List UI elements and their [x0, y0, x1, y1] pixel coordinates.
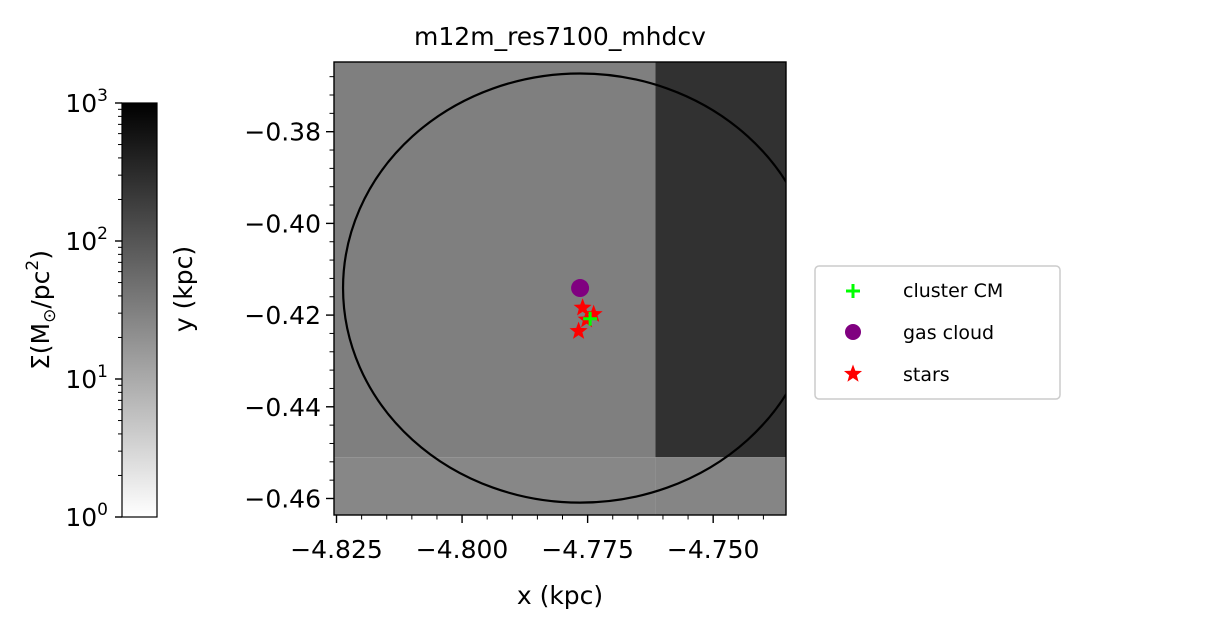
markers — [569, 279, 603, 339]
chart-title: m12m_res7100_mhdcv — [414, 22, 706, 51]
colorbar: 100 101 102 103 Σ(M⊙/pc2) — [23, 86, 158, 532]
gas-cloud-point — [571, 279, 590, 298]
density-cell-2 — [334, 457, 656, 515]
colorbar-tick-label: 102 — [65, 224, 108, 256]
legend-label-gas-cloud: gas cloud — [903, 322, 994, 344]
x-axis-label: x (kpc) — [517, 581, 603, 610]
y-axis-label: y (kpc) — [169, 246, 198, 332]
cluster-cm-point — [583, 311, 598, 326]
colorbar-label: Σ(M⊙/pc2) — [23, 250, 60, 370]
legend-label-stars: stars — [903, 364, 950, 386]
x-tick-label: −4.750 — [667, 535, 760, 564]
plot-frame — [333, 61, 787, 516]
y-tick-label: −0.40 — [244, 209, 321, 238]
y-tick-label: −0.38 — [244, 118, 321, 147]
star-point — [569, 321, 588, 339]
legend-marker-star-icon — [843, 364, 863, 382]
legend: cluster CM gas cloud stars — [814, 265, 1061, 400]
colorbar-tick-label: 101 — [65, 362, 108, 394]
colorbar-ticks: 100 101 102 103 — [65, 86, 122, 532]
background-cells — [334, 62, 786, 515]
density-cell-0 — [334, 62, 656, 458]
x-axis-ticks: −4.825 −4.800 −4.775 −4.750 — [290, 515, 764, 564]
boundary-circle — [342, 72, 786, 504]
colorbar-tick-label: 103 — [65, 86, 108, 118]
density-cell-3 — [655, 457, 786, 515]
colorbar-gradient — [121, 102, 158, 518]
x-tick-label: −4.825 — [290, 535, 383, 564]
legend-marker-circle-icon — [845, 324, 861, 340]
plot-area: −4.825 −4.800 −4.775 −4.750 −0.38 −0.40 −0.42… — [169, 22, 787, 610]
legend-label-cluster-cm: cluster CM — [903, 280, 1003, 302]
legend-box — [814, 265, 1061, 400]
y-tick-label: −0.44 — [244, 393, 321, 422]
density-cell-1 — [655, 62, 786, 458]
x-tick-label: −4.800 — [416, 535, 509, 564]
x-tick-label: −4.775 — [541, 535, 634, 564]
colorbar-tick-label: 100 — [65, 500, 108, 532]
circle-layer — [342, 72, 786, 504]
y-tick-label: −0.42 — [244, 301, 321, 330]
legend-marker-plus-icon — [846, 284, 860, 298]
star-point — [584, 304, 603, 322]
star-point — [573, 298, 592, 316]
y-tick-label: −0.46 — [244, 484, 321, 513]
y-axis-ticks: −0.38 −0.40 −0.42 −0.44 −0.46 — [244, 76, 334, 513]
